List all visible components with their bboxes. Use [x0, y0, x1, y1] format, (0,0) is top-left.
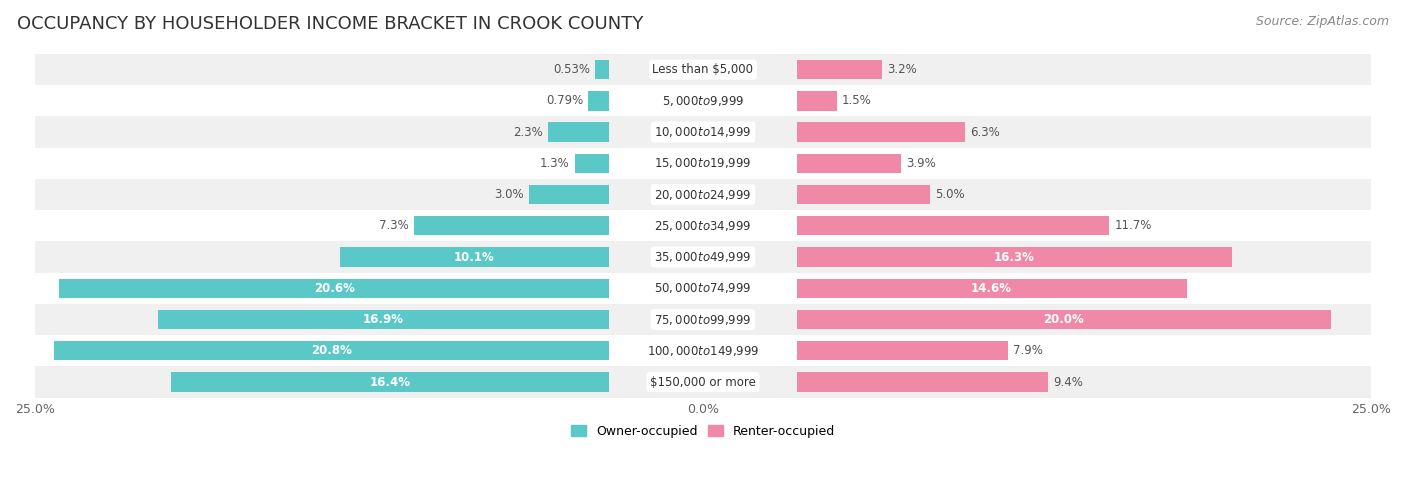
Bar: [415, 216, 609, 236]
Bar: [172, 373, 609, 392]
Text: 0.53%: 0.53%: [553, 63, 591, 76]
Text: 1.3%: 1.3%: [540, 157, 569, 170]
Text: $15,000 to $19,999: $15,000 to $19,999: [654, 156, 752, 170]
Bar: [35, 85, 1371, 116]
Bar: [35, 116, 1371, 148]
Text: 6.3%: 6.3%: [970, 126, 1000, 139]
Bar: [35, 366, 1371, 398]
Bar: [35, 273, 1371, 304]
Text: $25,000 to $34,999: $25,000 to $34,999: [654, 219, 752, 233]
Bar: [548, 122, 609, 142]
Bar: [797, 153, 901, 173]
Text: 2.3%: 2.3%: [513, 126, 543, 139]
Bar: [35, 335, 1371, 366]
Text: Less than $5,000: Less than $5,000: [652, 63, 754, 76]
Text: 14.6%: 14.6%: [972, 282, 1012, 295]
Text: OCCUPANCY BY HOUSEHOLDER INCOME BRACKET IN CROOK COUNTY: OCCUPANCY BY HOUSEHOLDER INCOME BRACKET …: [17, 15, 644, 33]
Bar: [157, 310, 609, 329]
Bar: [588, 91, 609, 111]
Bar: [797, 279, 1187, 298]
Text: 16.4%: 16.4%: [370, 375, 411, 389]
Bar: [53, 341, 609, 360]
Bar: [35, 179, 1371, 210]
Text: 7.3%: 7.3%: [380, 219, 409, 232]
Bar: [797, 310, 1331, 329]
Bar: [340, 247, 609, 267]
Bar: [35, 148, 1371, 179]
Text: $50,000 to $74,999: $50,000 to $74,999: [654, 281, 752, 295]
Text: 20.8%: 20.8%: [311, 344, 352, 357]
Bar: [797, 122, 965, 142]
Text: 10.1%: 10.1%: [454, 250, 495, 263]
Text: 3.9%: 3.9%: [905, 157, 936, 170]
Bar: [797, 373, 1047, 392]
Text: 16.9%: 16.9%: [363, 313, 404, 326]
Text: $100,000 to $149,999: $100,000 to $149,999: [647, 344, 759, 358]
Text: 16.3%: 16.3%: [994, 250, 1035, 263]
Bar: [797, 185, 931, 204]
Text: Source: ZipAtlas.com: Source: ZipAtlas.com: [1256, 15, 1389, 28]
Bar: [575, 153, 609, 173]
Text: 20.6%: 20.6%: [314, 282, 354, 295]
Bar: [35, 210, 1371, 242]
Bar: [797, 247, 1232, 267]
Text: 9.4%: 9.4%: [1053, 375, 1083, 389]
Bar: [35, 242, 1371, 273]
Text: 11.7%: 11.7%: [1115, 219, 1152, 232]
Text: 20.0%: 20.0%: [1043, 313, 1084, 326]
Bar: [529, 185, 609, 204]
Text: 7.9%: 7.9%: [1012, 344, 1043, 357]
Bar: [797, 341, 1008, 360]
Bar: [797, 60, 882, 79]
Bar: [35, 54, 1371, 85]
Text: $75,000 to $99,999: $75,000 to $99,999: [654, 313, 752, 327]
Bar: [797, 91, 837, 111]
Text: $20,000 to $24,999: $20,000 to $24,999: [654, 187, 752, 202]
Text: $5,000 to $9,999: $5,000 to $9,999: [662, 94, 744, 108]
Bar: [35, 304, 1371, 335]
Text: 0.79%: 0.79%: [546, 94, 583, 107]
Text: 3.0%: 3.0%: [495, 188, 524, 201]
Bar: [59, 279, 609, 298]
Text: $150,000 or more: $150,000 or more: [650, 375, 756, 389]
Bar: [797, 216, 1109, 236]
Text: 5.0%: 5.0%: [935, 188, 965, 201]
Text: 1.5%: 1.5%: [842, 94, 872, 107]
Text: $10,000 to $14,999: $10,000 to $14,999: [654, 125, 752, 139]
Text: 3.2%: 3.2%: [887, 63, 917, 76]
Bar: [595, 60, 609, 79]
Text: $35,000 to $49,999: $35,000 to $49,999: [654, 250, 752, 264]
Legend: Owner-occupied, Renter-occupied: Owner-occupied, Renter-occupied: [567, 420, 839, 443]
